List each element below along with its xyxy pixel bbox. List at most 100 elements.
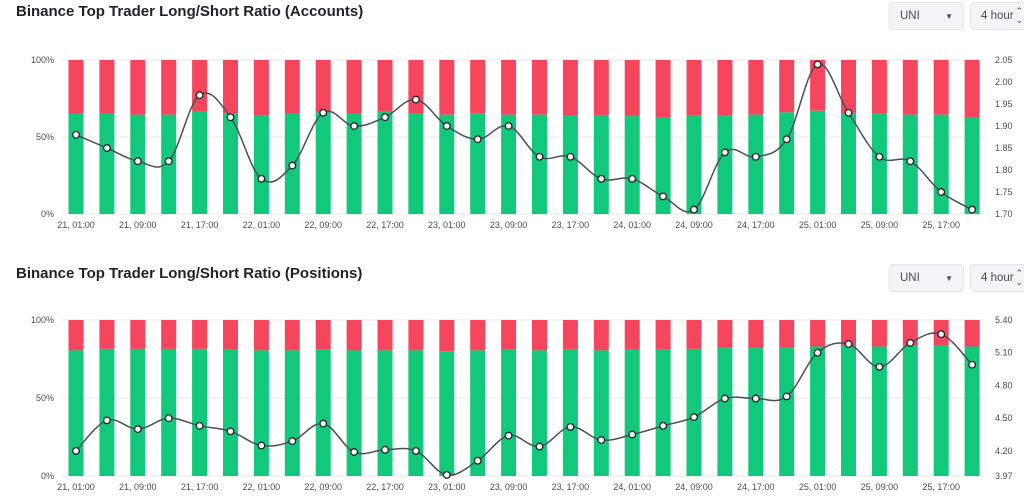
short-bar[interactable]	[192, 320, 208, 349]
ratio-point[interactable]	[381, 445, 389, 454]
ratio-point[interactable]	[319, 419, 328, 428]
ratio-point[interactable]	[937, 330, 946, 339]
short-bar[interactable]	[964, 60, 980, 117]
short-bar[interactable]	[933, 60, 949, 115]
ratio-point[interactable]	[319, 108, 328, 117]
long-bar[interactable]	[655, 349, 671, 476]
long-bar[interactable]	[315, 349, 331, 476]
long-bar[interactable]	[501, 114, 517, 214]
long-bar[interactable]	[408, 350, 424, 476]
short-bar[interactable]	[717, 60, 733, 116]
long-bar[interactable]	[315, 112, 331, 214]
short-bar[interactable]	[408, 60, 424, 114]
ratio-point[interactable]	[473, 456, 482, 465]
short-bar[interactable]	[377, 60, 393, 112]
long-bar[interactable]	[284, 350, 300, 476]
short-bar[interactable]	[377, 320, 393, 351]
ratio-point[interactable]	[875, 362, 884, 371]
short-bar[interactable]	[717, 320, 733, 349]
long-bar[interactable]	[346, 350, 362, 476]
ratio-point[interactable]	[659, 192, 668, 201]
ratio-point[interactable]	[133, 425, 142, 434]
long-bar[interactable]	[130, 348, 146, 476]
ratio-point[interactable]	[411, 95, 420, 104]
long-bar[interactable]	[223, 349, 238, 476]
ratio-point[interactable]	[195, 421, 204, 430]
long-bar[interactable]	[624, 116, 640, 214]
short-bar[interactable]	[810, 320, 826, 347]
long-bar[interactable]	[501, 349, 517, 476]
long-bar[interactable]	[593, 350, 609, 476]
short-bar[interactable]	[192, 60, 208, 112]
short-bar[interactable]	[779, 320, 795, 349]
long-bar[interactable]	[871, 113, 887, 214]
ratio-point[interactable]	[690, 205, 698, 214]
short-bar[interactable]	[346, 320, 362, 351]
long-bar[interactable]	[99, 113, 115, 214]
short-bar[interactable]	[841, 320, 856, 346]
long-bar[interactable]	[841, 113, 856, 214]
short-bar[interactable]	[624, 60, 640, 117]
short-bar[interactable]	[501, 320, 517, 350]
long-bar[interactable]	[161, 348, 177, 476]
long-bar[interactable]	[532, 350, 547, 476]
ratio-point[interactable]	[628, 430, 637, 439]
long-bar[interactable]	[439, 114, 455, 214]
long-bar[interactable]	[439, 351, 455, 476]
ratio-point[interactable]	[751, 152, 760, 161]
ratio-point[interactable]	[102, 144, 111, 152]
positions-period-select[interactable]: 4 hour ⌃ ⌄	[970, 264, 1024, 292]
long-bar[interactable]	[686, 115, 702, 214]
long-bar[interactable]	[841, 345, 856, 476]
ratio-point[interactable]	[72, 446, 80, 455]
short-bar[interactable]	[532, 320, 547, 351]
short-bar[interactable]	[810, 60, 826, 111]
short-bar[interactable]	[748, 320, 764, 349]
long-bar[interactable]	[253, 115, 269, 214]
short-bar[interactable]	[253, 320, 269, 351]
long-bar[interactable]	[253, 350, 269, 476]
short-bar[interactable]	[470, 320, 486, 351]
ratio-point[interactable]	[350, 448, 359, 456]
ratio-point[interactable]	[504, 122, 513, 130]
ratio-point[interactable]	[411, 446, 420, 455]
short-bar[interactable]	[871, 60, 887, 114]
short-bar[interactable]	[593, 60, 609, 116]
long-bar[interactable]	[717, 348, 733, 476]
long-bar[interactable]	[470, 350, 486, 476]
short-bar[interactable]	[686, 320, 702, 349]
long-bar[interactable]	[964, 346, 980, 477]
ratio-point[interactable]	[257, 174, 266, 183]
short-bar[interactable]	[686, 60, 702, 116]
ratio-point[interactable]	[72, 130, 80, 139]
short-bar[interactable]	[748, 60, 764, 115]
long-bar[interactable]	[68, 350, 84, 476]
long-bar[interactable]	[377, 350, 393, 476]
ratio-point[interactable]	[659, 421, 668, 430]
short-bar[interactable]	[655, 320, 671, 350]
short-bar[interactable]	[439, 60, 455, 115]
ratio-point[interactable]	[690, 413, 698, 422]
positions-symbol-select[interactable]: UNI ▼	[889, 264, 964, 292]
long-bar[interactable]	[562, 349, 578, 476]
short-bar[interactable]	[68, 60, 84, 114]
long-bar[interactable]	[933, 345, 949, 476]
long-bar[interactable]	[192, 348, 208, 476]
long-bar[interactable]	[624, 349, 640, 476]
ratio-point[interactable]	[133, 157, 142, 166]
short-bar[interactable]	[161, 60, 177, 115]
short-bar[interactable]	[902, 320, 918, 346]
ratio-point[interactable]	[566, 422, 575, 431]
ratio-point[interactable]	[350, 122, 359, 130]
long-bar[interactable]	[223, 113, 238, 214]
short-bar[interactable]	[964, 320, 980, 347]
long-bar[interactable]	[68, 113, 84, 214]
short-bar[interactable]	[130, 60, 146, 115]
long-bar[interactable]	[748, 114, 764, 214]
ratio-point[interactable]	[813, 60, 822, 69]
ratio-point[interactable]	[257, 441, 266, 450]
long-bar[interactable]	[655, 117, 671, 214]
long-bar[interactable]	[408, 113, 424, 214]
ratio-point[interactable]	[164, 157, 173, 166]
short-bar[interactable]	[871, 320, 887, 347]
